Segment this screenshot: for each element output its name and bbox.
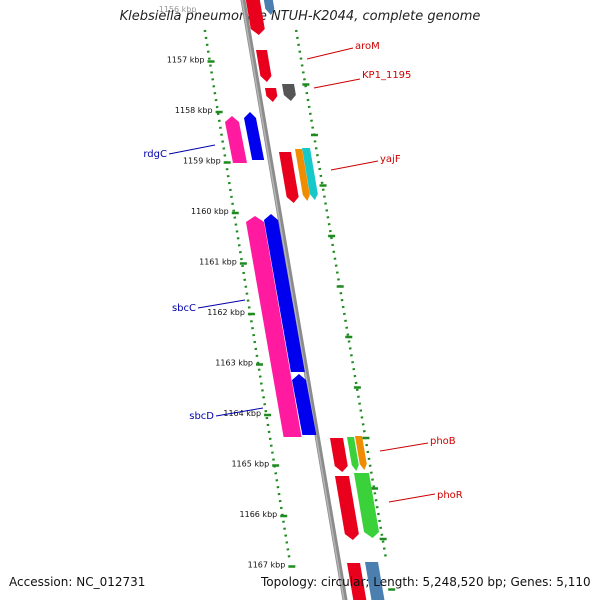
gene-block [302,148,318,200]
ruler-tick-label: 1166 kbp [240,510,278,519]
gene-block [282,84,296,101]
ruler-tick-label: 1163 kbp [215,359,253,368]
gene-leader-line [330,160,379,171]
topology-text: Topology: circular; Length: 5,248,520 bp… [261,575,591,589]
gene-leader-line [379,442,429,452]
gene-block [246,216,302,437]
gene-leader-line [168,144,216,155]
gene-label-arom: aroM [355,41,380,52]
genome-title: Klebsiella pneumoniae NTUH-K2044, comple… [119,9,481,24]
gene-block [279,152,299,203]
genome-backbone [240,0,348,600]
ruler-tick-label: 1164 kbp [223,409,261,418]
gene-block [263,0,275,15]
gene-leader-line [215,407,264,417]
ruler-tick-label: 1157 kbp [167,56,205,65]
ruler-tick-label: 1156 kbp [159,5,197,14]
ruler-tick-label: 1165 kbp [231,460,269,469]
gene-block [347,437,359,471]
gene-block [256,50,272,82]
gene-leader-line [388,493,436,503]
ruler-tick-label: 1162 kbp [207,308,245,317]
gene-block [295,149,310,201]
gene-block [244,112,265,160]
ruler-left [203,29,291,561]
gene-block [365,562,385,600]
gene-block [330,438,348,472]
gene-block [355,436,367,470]
gene-label-kp1_1195: KP1_1195 [362,70,411,81]
genome-backbone-highlight [241,0,345,600]
gene-block [265,88,278,102]
gene-leader-line [306,47,354,60]
gene-leader-line [197,299,246,309]
gene-label-phor: phoR [437,490,463,501]
gene-block [264,214,305,372]
ruler-tick-label: 1158 kbp [175,106,213,115]
gene-block [225,116,247,163]
gene-label-sbcc: sbcC [172,303,196,314]
gene-label-rdgc: rdgC [143,149,167,160]
gene-block [292,374,317,435]
gene-label-yajf: yajF [380,154,401,165]
ruler-tick-label: 1161 kbp [199,258,237,267]
gene-label-phob: phoB [430,436,456,447]
ruler-tick-label: 1159 kbp [183,157,221,166]
gene-block [347,563,367,600]
ruler-right [294,29,388,561]
gene-block [354,473,380,538]
gene-block [335,476,359,540]
gene-block [245,0,265,35]
ruler-tick-label: 1160 kbp [191,207,229,216]
gene-label-sbcd: sbcD [189,411,214,422]
ruler-tick-label: 1167 kbp [248,561,286,570]
gene-leader-line [313,78,361,89]
accession-text: Accession: NC_012731 [9,575,146,589]
